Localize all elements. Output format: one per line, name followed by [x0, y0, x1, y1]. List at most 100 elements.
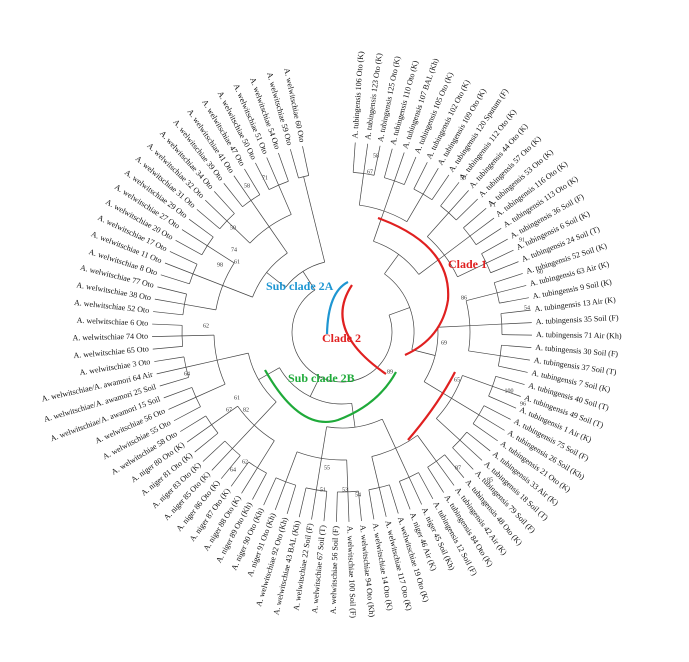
branch-arc	[296, 451, 347, 461]
branch	[323, 491, 328, 522]
branch	[153, 311, 183, 316]
branch-arc	[215, 262, 235, 310]
branch	[408, 477, 422, 505]
branch	[207, 245, 235, 264]
branch-arc	[252, 252, 288, 298]
bootstrap-value: 58	[244, 183, 250, 189]
branch	[358, 491, 362, 522]
clade-2-curve	[341, 284, 387, 375]
branch	[468, 350, 501, 357]
branch-arc	[181, 325, 183, 347]
bootstrap-value: 71	[490, 202, 496, 208]
branch	[381, 419, 396, 449]
bootstrap-value: 69	[441, 340, 447, 346]
branch	[466, 292, 498, 301]
branch	[448, 190, 469, 213]
bootstrap-value: 96	[520, 401, 526, 407]
branch	[500, 309, 531, 314]
bootstrap-value: 74	[231, 247, 237, 253]
branch	[371, 456, 380, 488]
branch	[230, 461, 249, 487]
branch-arc	[465, 300, 471, 351]
branch	[159, 377, 189, 387]
leaf-label: A. welwitschiae 6 Oto	[77, 316, 149, 328]
branch	[298, 487, 307, 518]
bootstrap-value: 62	[203, 323, 209, 329]
branch	[285, 451, 298, 482]
branch	[500, 355, 530, 361]
branch	[266, 157, 279, 186]
branch	[346, 459, 349, 492]
branch	[486, 249, 514, 264]
branch	[152, 335, 183, 337]
branch	[352, 142, 356, 173]
branch	[233, 175, 252, 201]
branch	[373, 145, 381, 176]
branch	[186, 424, 212, 443]
branch	[220, 455, 241, 479]
branch	[302, 146, 310, 176]
bootstrap-value: 50	[230, 225, 236, 231]
branch-arc	[268, 180, 289, 190]
bootstrap-value: 61	[234, 259, 240, 265]
bootstrap-value: 58	[373, 153, 379, 159]
branch	[160, 274, 190, 285]
branch	[469, 323, 502, 327]
branch-arc	[353, 172, 375, 176]
branch	[180, 415, 206, 432]
branch	[351, 403, 356, 428]
branch	[274, 481, 287, 511]
branch-arc	[189, 264, 198, 284]
branch	[459, 439, 483, 461]
branch-arc	[427, 454, 445, 468]
branch	[422, 168, 439, 195]
branch	[481, 238, 508, 255]
branch	[309, 376, 321, 397]
branch-arc	[373, 240, 420, 275]
branch	[389, 484, 399, 514]
branch	[347, 491, 350, 522]
branch	[181, 229, 208, 247]
branch	[417, 435, 437, 462]
branch	[303, 176, 312, 208]
branch	[168, 396, 197, 410]
branch	[175, 239, 203, 256]
clade-label: Clade 2	[322, 331, 361, 345]
branch	[302, 271, 316, 291]
branch-arc	[275, 477, 296, 486]
bootstrap-value: 85	[487, 477, 493, 483]
branch	[427, 212, 449, 237]
branch-arc	[488, 376, 497, 397]
branch	[196, 209, 221, 229]
bootstrap-value: 62	[242, 459, 248, 465]
branch	[499, 297, 529, 304]
branch-arc	[384, 273, 415, 350]
branch	[157, 286, 187, 295]
branch	[222, 285, 253, 298]
branch	[418, 472, 434, 500]
branch-arc	[201, 236, 214, 255]
branch-arc	[384, 177, 405, 185]
branch-arc	[291, 289, 393, 383]
branch	[444, 235, 471, 256]
branch	[368, 489, 375, 520]
branch	[154, 298, 185, 305]
clade-label: Clade 1	[448, 257, 487, 271]
branch	[258, 367, 280, 380]
branch	[495, 375, 525, 385]
branch	[211, 448, 233, 471]
leaf-label: A. welwitschiae 100 Soil (F)	[345, 526, 357, 619]
branch	[413, 162, 428, 190]
branch-arc	[440, 205, 457, 221]
branch	[311, 489, 317, 520]
branch	[478, 414, 505, 431]
bootstrap-value: 67	[226, 407, 232, 413]
branch-arc	[399, 472, 419, 482]
branch-arc	[423, 327, 439, 382]
branch	[358, 173, 365, 206]
branch-arc	[472, 405, 485, 424]
branch	[252, 472, 267, 500]
branch	[475, 228, 502, 245]
branch	[232, 424, 255, 449]
branch-arc	[248, 461, 267, 474]
